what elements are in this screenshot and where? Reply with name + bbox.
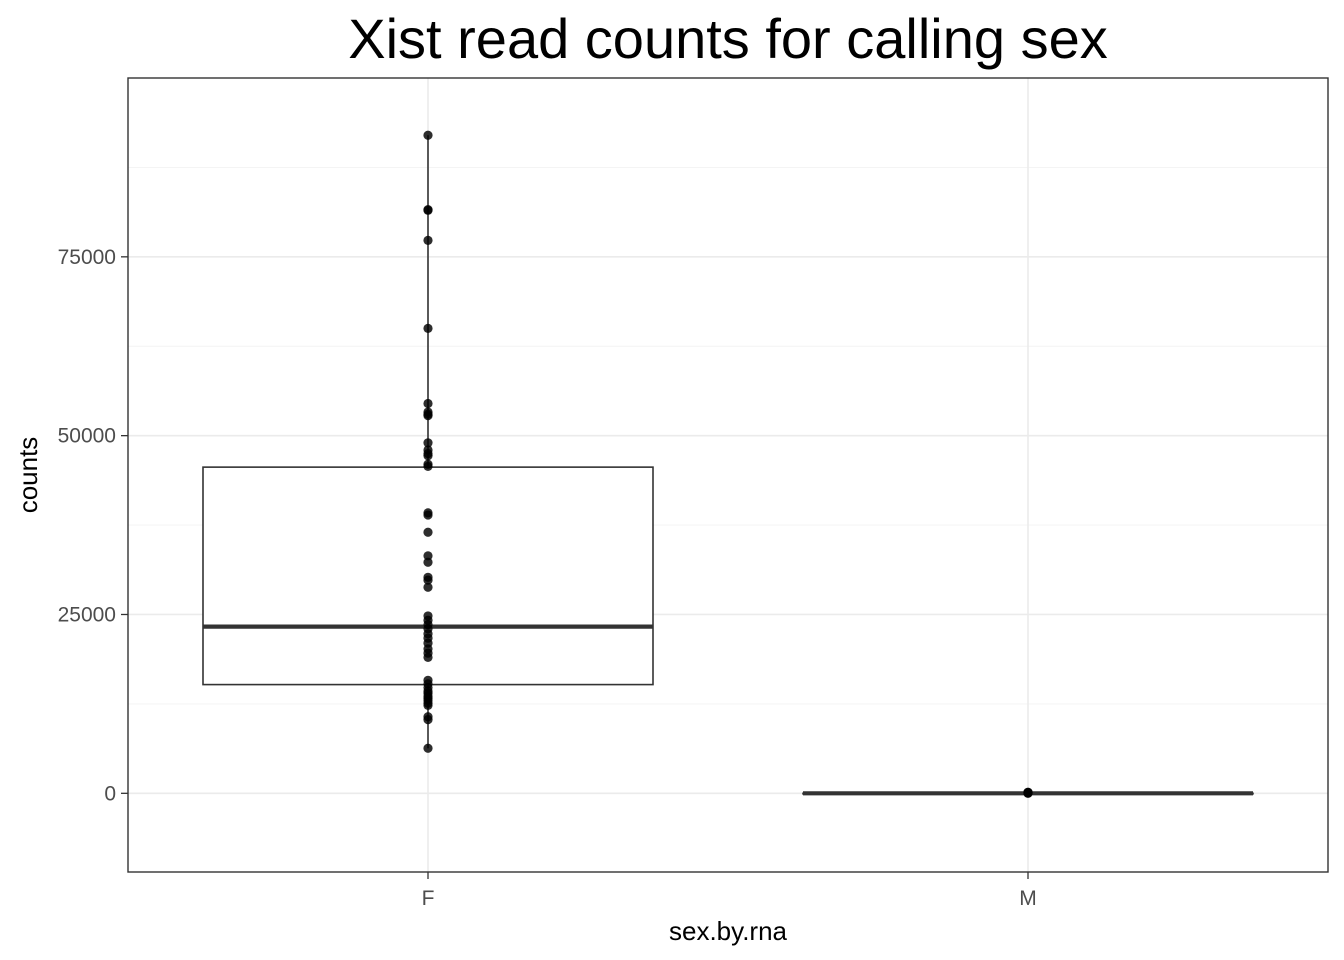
y-axis-title: counts: [13, 437, 43, 514]
chart-title: Xist read counts for calling sex: [348, 7, 1107, 70]
data-point-F: [423, 205, 433, 215]
data-point-F: [423, 461, 433, 472]
data-point-F: [423, 743, 433, 753]
data-point-F: [423, 235, 433, 245]
data-point-F: [423, 510, 433, 520]
data-point-F: [423, 130, 433, 140]
y-tick-label: 25000: [58, 603, 116, 626]
data-point-F: [423, 451, 433, 461]
panel-border: [127, 77, 1329, 873]
data-point-F: [423, 582, 433, 592]
data-point-F: [423, 557, 433, 567]
data-point-F: [423, 652, 433, 663]
data-point-F: [423, 438, 433, 448]
x-tick-label: F: [422, 887, 435, 910]
y-tick-label: 0: [104, 782, 116, 805]
y-tick-label: 75000: [58, 246, 116, 269]
data-point-F: [423, 323, 433, 333]
data-point-F: [423, 715, 433, 725]
data-point-F: [423, 551, 433, 561]
axes: 0 25000 50000 75000 F M: [58, 77, 1329, 910]
data-point-M: [1023, 787, 1033, 797]
x-axis-title: sex.by.rna: [669, 916, 788, 946]
data-point-F: [423, 411, 433, 421]
data-point-F: [423, 575, 433, 585]
x-tick-label: M: [1019, 887, 1037, 910]
data-points: [423, 130, 1033, 798]
data-point-F: [423, 527, 433, 537]
data-point-F: [423, 398, 433, 409]
data-point-F: [423, 700, 433, 710]
y-tick-label: 50000: [58, 425, 116, 448]
